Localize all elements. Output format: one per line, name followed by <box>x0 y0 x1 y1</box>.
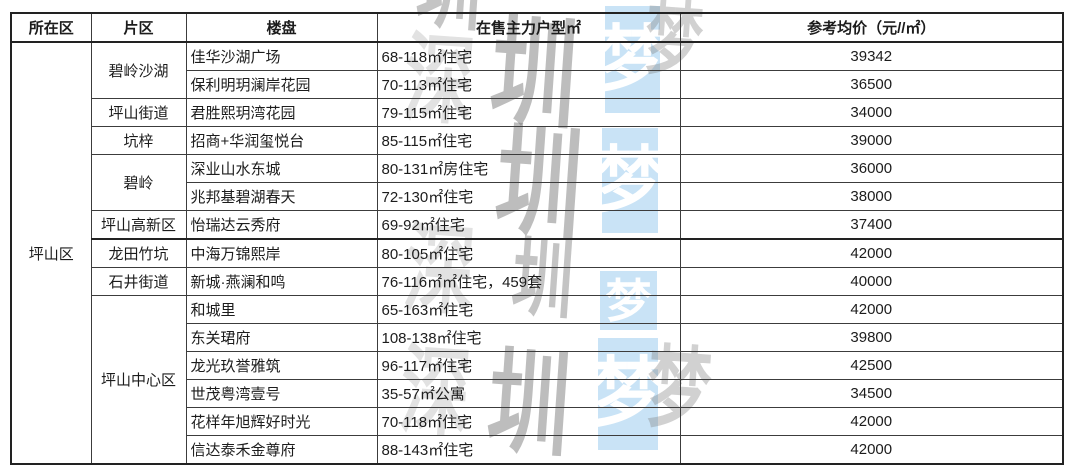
cell-area: 坪山中心区 <box>90 295 187 465</box>
cell-price: 42000 <box>679 435 1064 465</box>
housing-price-table: 所在区 片区 楼盘 在售主力户型㎡ 参考均价（元//㎡） 坪山区 碧岭沙湖 佳华沙湖… <box>10 12 1064 465</box>
cell-unit-type: 35-57㎡公寓 <box>376 379 681 408</box>
table-row: 坑梓 招商+华润玺悦台 85-115㎡住宅 39000 <box>11 126 1064 155</box>
cell-unit-type: 96-117㎡住宅 <box>376 351 681 380</box>
cell-building-name: 世茂粤湾壹号 <box>185 379 378 408</box>
cell-building-name: 保利明玥澜岸花园 <box>185 70 378 99</box>
cell-area: 碧岭沙湖 <box>90 41 187 99</box>
cell-unit-type: 80-105㎡住宅 <box>376 238 681 268</box>
table-row: 坪山区 碧岭沙湖 佳华沙湖广场 68-118㎡住宅 39342 <box>10 41 1064 465</box>
cell-building-name: 和城里 <box>185 295 378 324</box>
cell-building-name: 兆邦基碧湖春天 <box>185 182 378 211</box>
cell-area: 碧岭 <box>90 154 187 211</box>
cell-building-name: 君胜熙玥湾花园 <box>185 98 378 127</box>
cell-district: 坪山区 <box>10 41 92 465</box>
cell-unit-type: 72-130㎡住宅 <box>376 182 681 211</box>
table-row: 碧岭 深业山水东城 80-131㎡房住宅 36000 <box>11 154 1064 211</box>
header-row: 所在区 片区 楼盘 在售主力户型㎡ 参考均价（元//㎡） <box>10 12 1064 43</box>
table-row: 坪山高新区 怡瑞达云秀府 69-92㎡住宅 37400 <box>11 210 1064 240</box>
cell-unit-type: 70-118㎡住宅 <box>376 407 681 436</box>
cell-price: 36500 <box>679 70 1064 99</box>
cell-building-name: 龙光玖誉雅筑 <box>185 351 378 380</box>
cell-building-name: 招商+华润玺悦台 <box>185 126 378 155</box>
cell-unit-type: 108-138㎡住宅 <box>376 323 681 352</box>
cell-price: 37400 <box>679 210 1064 240</box>
cell-price: 36000 <box>679 154 1064 183</box>
cell-price: 38000 <box>679 182 1064 211</box>
header-unit-type: 在售主力户型㎡ <box>376 12 681 43</box>
cell-price: 39800 <box>679 323 1064 352</box>
cell-building-name: 深业山水东城 <box>185 154 378 183</box>
cell-price: 42000 <box>679 295 1064 324</box>
cell-unit-type: 76-116㎡㎡住宅，459套 <box>376 267 681 296</box>
cell-area: 石井街道 <box>90 267 187 296</box>
cell-price: 39000 <box>679 126 1064 155</box>
cell-unit-type: 79-115㎡住宅 <box>376 98 681 127</box>
cell-building-name: 花样年旭辉好时光 <box>185 407 378 436</box>
header-avg-price: 参考均价（元//㎡） <box>679 12 1064 43</box>
cell-area: 坪山街道 <box>90 98 187 127</box>
cell-price: 34500 <box>679 379 1064 408</box>
cell-price: 39342 <box>679 41 1064 71</box>
cell-area: 坪山高新区 <box>90 210 187 240</box>
table-row: 坪山街道 君胜熙玥湾花园 79-115㎡住宅 34000 <box>11 98 1064 127</box>
cell-building-name: 信达泰禾金尊府 <box>185 435 378 465</box>
table-row: 龙田竹坑 中海万锦熙岸 80-105㎡住宅 42000 <box>11 238 1064 268</box>
cell-price: 40000 <box>679 267 1064 296</box>
table-row: 坪山中心区 和城里 65-163㎡住宅 42000 <box>11 295 1064 465</box>
cell-building-name: 东关珺府 <box>185 323 378 352</box>
table-row: 石井街道 新城·燕澜和鸣 76-116㎡㎡住宅，459套 40000 <box>11 267 1064 296</box>
cell-price: 42000 <box>679 238 1064 268</box>
cell-unit-type: 88-143㎡住宅 <box>376 435 681 465</box>
cell-unit-type: 69-92㎡住宅 <box>376 210 681 240</box>
cell-building-name: 新城·燕澜和鸣 <box>185 267 378 296</box>
cell-area: 坑梓 <box>90 126 187 155</box>
cell-unit-type: 68-118㎡住宅 <box>376 41 681 71</box>
cell-building-name: 中海万锦熙岸 <box>185 238 378 268</box>
cell-unit-type: 85-115㎡住宅 <box>376 126 681 155</box>
cell-area: 龙田竹坑 <box>90 238 187 268</box>
header-area: 片区 <box>90 12 187 43</box>
cell-unit-type: 80-131㎡房住宅 <box>376 154 681 183</box>
cell-building-name: 佳华沙湖广场 <box>185 41 378 71</box>
cell-unit-type: 65-163㎡住宅 <box>376 295 681 324</box>
header-building: 楼盘 <box>185 12 378 43</box>
header-district: 所在区 <box>10 12 92 43</box>
cell-building-name: 怡瑞达云秀府 <box>185 210 378 240</box>
cell-price: 42500 <box>679 351 1064 380</box>
cell-unit-type: 70-113㎡住宅 <box>376 70 681 99</box>
cell-price: 34000 <box>679 98 1064 127</box>
cell-price: 42000 <box>679 407 1064 436</box>
